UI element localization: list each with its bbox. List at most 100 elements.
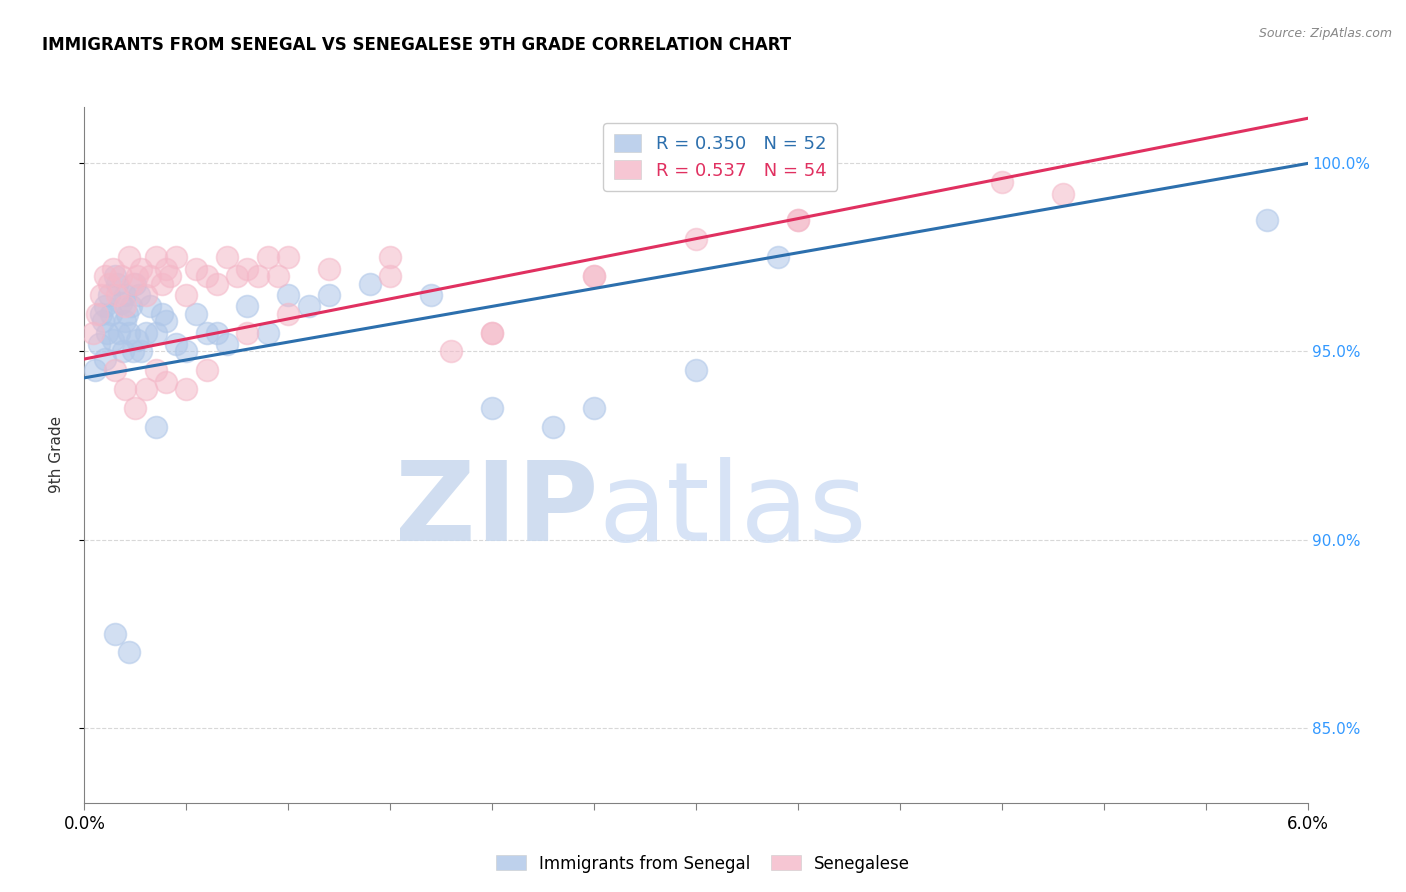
Point: [186, 261, 208, 276]
Point: [118, 645, 141, 659]
Point: [93, 351, 117, 366]
Point: [122, 277, 145, 291]
Point: [277, 251, 299, 265]
Point: [104, 269, 127, 284]
Point: [135, 326, 157, 340]
Point: [174, 382, 197, 396]
Point: [115, 307, 138, 321]
Point: [318, 261, 340, 276]
Point: [101, 261, 124, 276]
Point: [257, 251, 280, 265]
Point: [104, 363, 127, 377]
Point: [91, 314, 114, 328]
Point: [195, 363, 218, 377]
Point: [90, 307, 112, 321]
Text: atlas: atlas: [598, 457, 866, 564]
Point: [267, 269, 290, 284]
Point: [101, 333, 124, 347]
Point: [100, 307, 122, 321]
Point: [114, 382, 136, 396]
Point: [766, 251, 789, 265]
Point: [86, 307, 108, 321]
Point: [787, 212, 810, 227]
Point: [114, 288, 136, 302]
Point: [205, 277, 228, 291]
Text: ZIP: ZIP: [395, 457, 598, 564]
Point: [138, 299, 160, 313]
Point: [93, 299, 117, 313]
Point: [277, 307, 299, 321]
Point: [217, 337, 239, 351]
Point: [685, 363, 707, 377]
Point: [93, 269, 117, 284]
Point: [124, 401, 146, 415]
Point: [155, 314, 177, 328]
Point: [97, 277, 120, 291]
Point: [174, 344, 197, 359]
Point: [150, 307, 173, 321]
Point: [127, 333, 149, 347]
Point: [583, 269, 606, 284]
Point: [257, 326, 280, 340]
Point: [114, 299, 136, 313]
Point: [236, 299, 259, 313]
Point: [145, 363, 167, 377]
Legend: Immigrants from Senegal, Senegalese: Immigrants from Senegal, Senegalese: [489, 848, 917, 880]
Point: [165, 337, 187, 351]
Point: [118, 251, 141, 265]
Point: [155, 375, 177, 389]
Point: [246, 269, 269, 284]
Point: [110, 269, 132, 284]
Point: [138, 269, 160, 284]
Point: [195, 269, 218, 284]
Point: [236, 261, 259, 276]
Point: [105, 288, 128, 302]
Point: [145, 251, 167, 265]
Point: [583, 269, 606, 284]
Point: [155, 261, 177, 276]
Point: [991, 175, 1014, 189]
Point: [359, 277, 381, 291]
Point: [380, 251, 402, 265]
Point: [318, 288, 340, 302]
Point: [90, 288, 112, 302]
Point: [96, 326, 118, 340]
Point: [97, 288, 120, 302]
Point: [277, 288, 299, 302]
Point: [380, 269, 402, 284]
Point: [420, 288, 443, 302]
Point: [186, 307, 208, 321]
Text: Source: ZipAtlas.com: Source: ZipAtlas.com: [1258, 27, 1392, 40]
Point: [135, 288, 157, 302]
Point: [122, 344, 145, 359]
Point: [118, 326, 141, 340]
Point: [82, 326, 104, 340]
Point: [226, 269, 249, 284]
Point: [440, 344, 463, 359]
Point: [131, 344, 153, 359]
Point: [236, 326, 259, 340]
Point: [543, 419, 565, 434]
Point: [787, 212, 810, 227]
Point: [145, 326, 167, 340]
Point: [120, 299, 142, 313]
Point: [205, 326, 228, 340]
Point: [298, 299, 321, 313]
Point: [481, 326, 503, 340]
Point: [124, 277, 146, 291]
Point: [174, 288, 197, 302]
Point: [150, 277, 173, 291]
Point: [195, 326, 218, 340]
Point: [135, 382, 157, 396]
Point: [104, 626, 127, 640]
Point: [217, 251, 239, 265]
Point: [481, 401, 503, 415]
Point: [110, 295, 132, 310]
Point: [83, 363, 105, 377]
Point: [1256, 212, 1278, 227]
Point: [159, 269, 181, 284]
Point: [1052, 186, 1074, 201]
Legend: R = 0.350   N = 52, R = 0.537   N = 54: R = 0.350 N = 52, R = 0.537 N = 54: [603, 123, 838, 191]
Point: [165, 251, 187, 265]
Point: [87, 337, 110, 351]
